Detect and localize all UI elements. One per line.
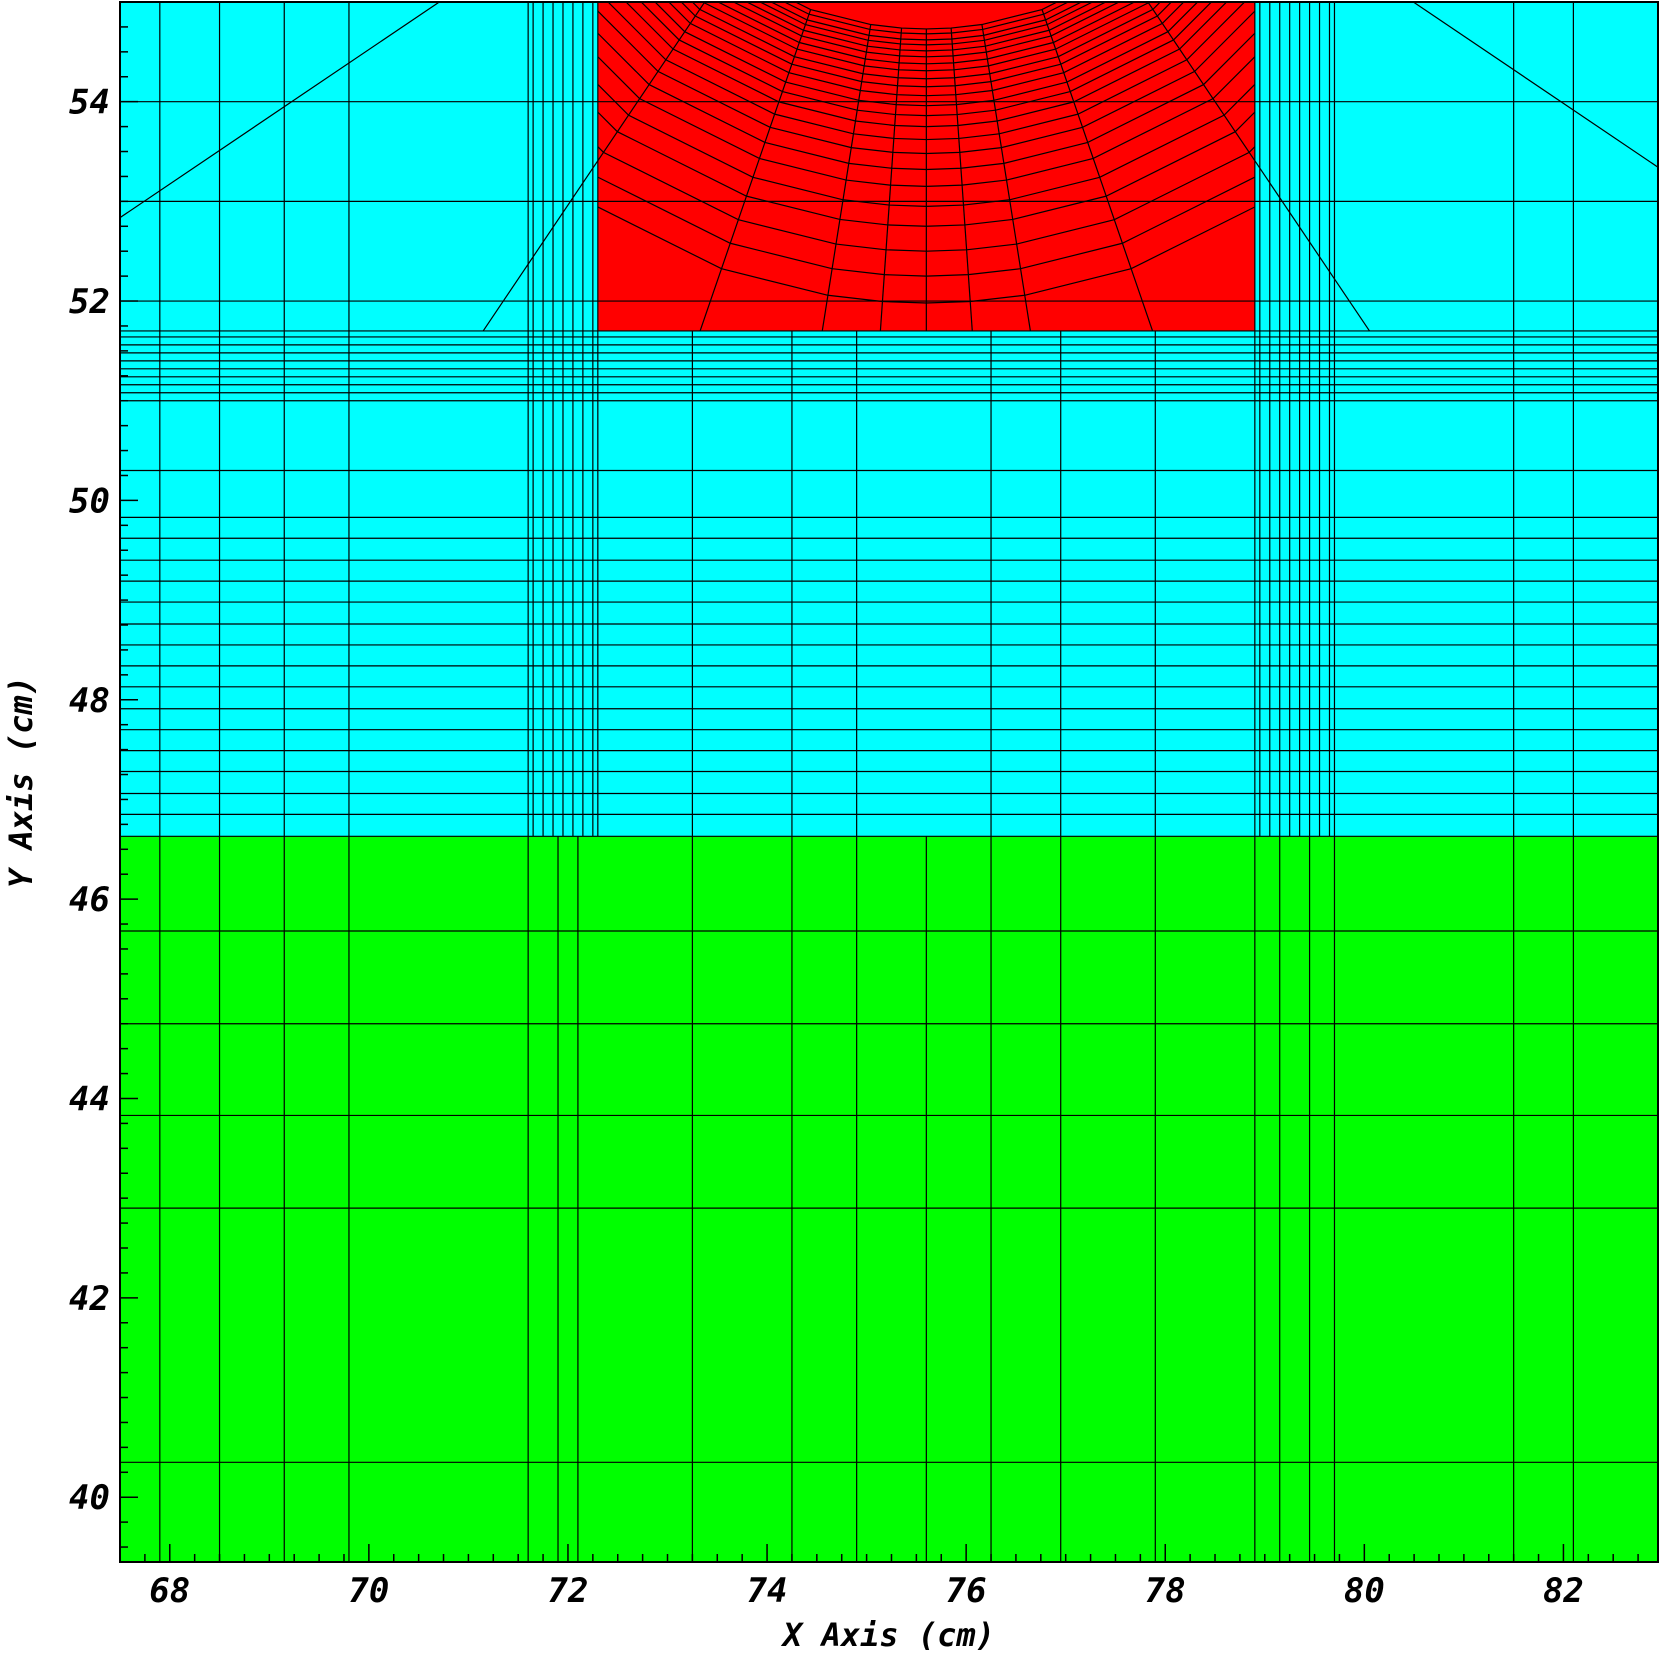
- y-axis: 40 42 44 46 48 50 52 54: [69, 1, 138, 1548]
- x-axis: 68 70 72 74 76 78 80 82: [119, 1544, 1639, 1611]
- y-tick-label: 50: [69, 481, 110, 521]
- y-tick-label: 48: [69, 681, 110, 721]
- source-spoke: [879, 28, 903, 331]
- y-tick-label: 40: [69, 1478, 110, 1518]
- x-tick-label: 82: [1543, 1571, 1584, 1611]
- x-tick-label: 76: [946, 1571, 987, 1611]
- source-spoke: [950, 28, 973, 331]
- x-tick-label: 74: [747, 1571, 788, 1611]
- source-spoke: [699, 9, 812, 332]
- x-axis-title: X Axis (cm): [780, 1616, 995, 1654]
- source-spoke: [821, 24, 872, 332]
- y-tick-label: 54: [69, 83, 110, 123]
- y-tick-label: 42: [69, 1279, 110, 1319]
- x-tick-label: 68: [149, 1571, 190, 1611]
- y-tick-label: 44: [69, 1079, 110, 1119]
- y-axis-title: Y Axis (cm): [2, 676, 40, 888]
- source-spoke: [120, 2, 441, 219]
- source-spoke: [1041, 9, 1154, 332]
- source-spoke: [1412, 2, 1658, 168]
- y-tick-label: 46: [69, 880, 110, 920]
- region-material-lower: [120, 836, 1658, 1562]
- mesh-lines: [120, 2, 1658, 1562]
- x-tick-label: 72: [547, 1571, 588, 1611]
- source-spoke: [1147, 2, 1370, 332]
- plot-frame: [119, 1, 1659, 1563]
- x-tick-label: 80: [1344, 1571, 1385, 1611]
- x-tick-label: 70: [348, 1571, 389, 1611]
- source-spoke: [981, 24, 1031, 332]
- x-tick-label: 78: [1145, 1571, 1186, 1611]
- source-spoke: [482, 2, 706, 332]
- y-tick-label: 52: [69, 282, 110, 322]
- material-regions: [120, 2, 1658, 1562]
